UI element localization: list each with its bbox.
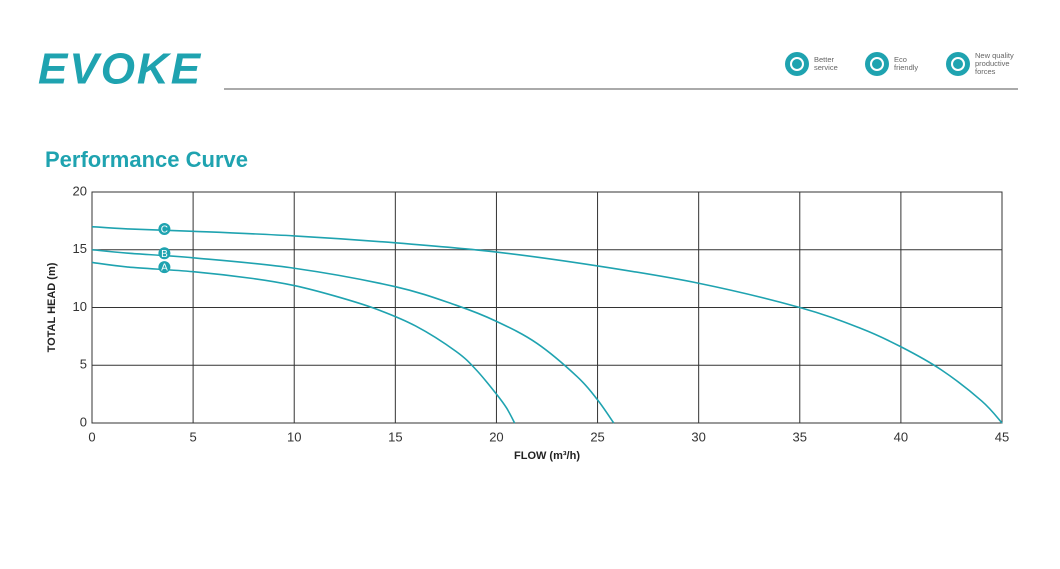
x-tick-label: 40 (894, 429, 908, 444)
x-tick-label: 45 (995, 429, 1009, 444)
x-tick-label: 30 (691, 429, 705, 444)
y-axis-label: TOTAL HEAD (m) (46, 262, 58, 352)
section-title: Performance Curve (45, 147, 248, 172)
feature-icon-inner (790, 57, 804, 71)
feature-icon-inner (870, 57, 884, 71)
feature-icon-inner (951, 57, 965, 71)
curve-label-badge (158, 261, 171, 274)
curve-label: A (161, 263, 168, 274)
x-tick-label: 25 (590, 429, 604, 444)
feature-text: service (814, 63, 838, 72)
feature-text: Better (814, 55, 835, 64)
feature-icon (785, 52, 809, 76)
x-tick-label: 15 (388, 429, 402, 444)
y-tick-label: 0 (80, 414, 87, 429)
x-tick-label: 0 (88, 429, 95, 444)
x-tick-label: 20 (489, 429, 503, 444)
curve-label: C (161, 225, 168, 236)
x-tick-label: 5 (189, 429, 196, 444)
curve-label-badge (158, 222, 171, 235)
plot-frame (91, 191, 1003, 424)
y-tick-label: 5 (80, 357, 87, 372)
curve-label: B (161, 249, 168, 260)
feature-icon (946, 52, 970, 76)
feature-text: friendly (894, 63, 918, 72)
feature-text: New quality (975, 51, 1014, 60)
x-axis-label: FLOW (m³/h) (514, 450, 580, 462)
brand: EVOKE (38, 45, 202, 94)
y-tick-label: 20 (73, 183, 87, 198)
curve (91, 261, 516, 424)
curve (91, 248, 615, 424)
feature-text: forces (975, 67, 996, 76)
curve-label-badge (158, 247, 171, 260)
feature-text: productive (975, 59, 1010, 68)
y-tick-label: 10 (73, 299, 87, 314)
feature-text: Eco (894, 55, 907, 64)
x-tick-label: 10 (287, 429, 301, 444)
x-tick-label: 35 (793, 429, 807, 444)
feature-icon (865, 52, 889, 76)
y-tick-label: 15 (73, 241, 87, 256)
curve (91, 225, 1003, 424)
